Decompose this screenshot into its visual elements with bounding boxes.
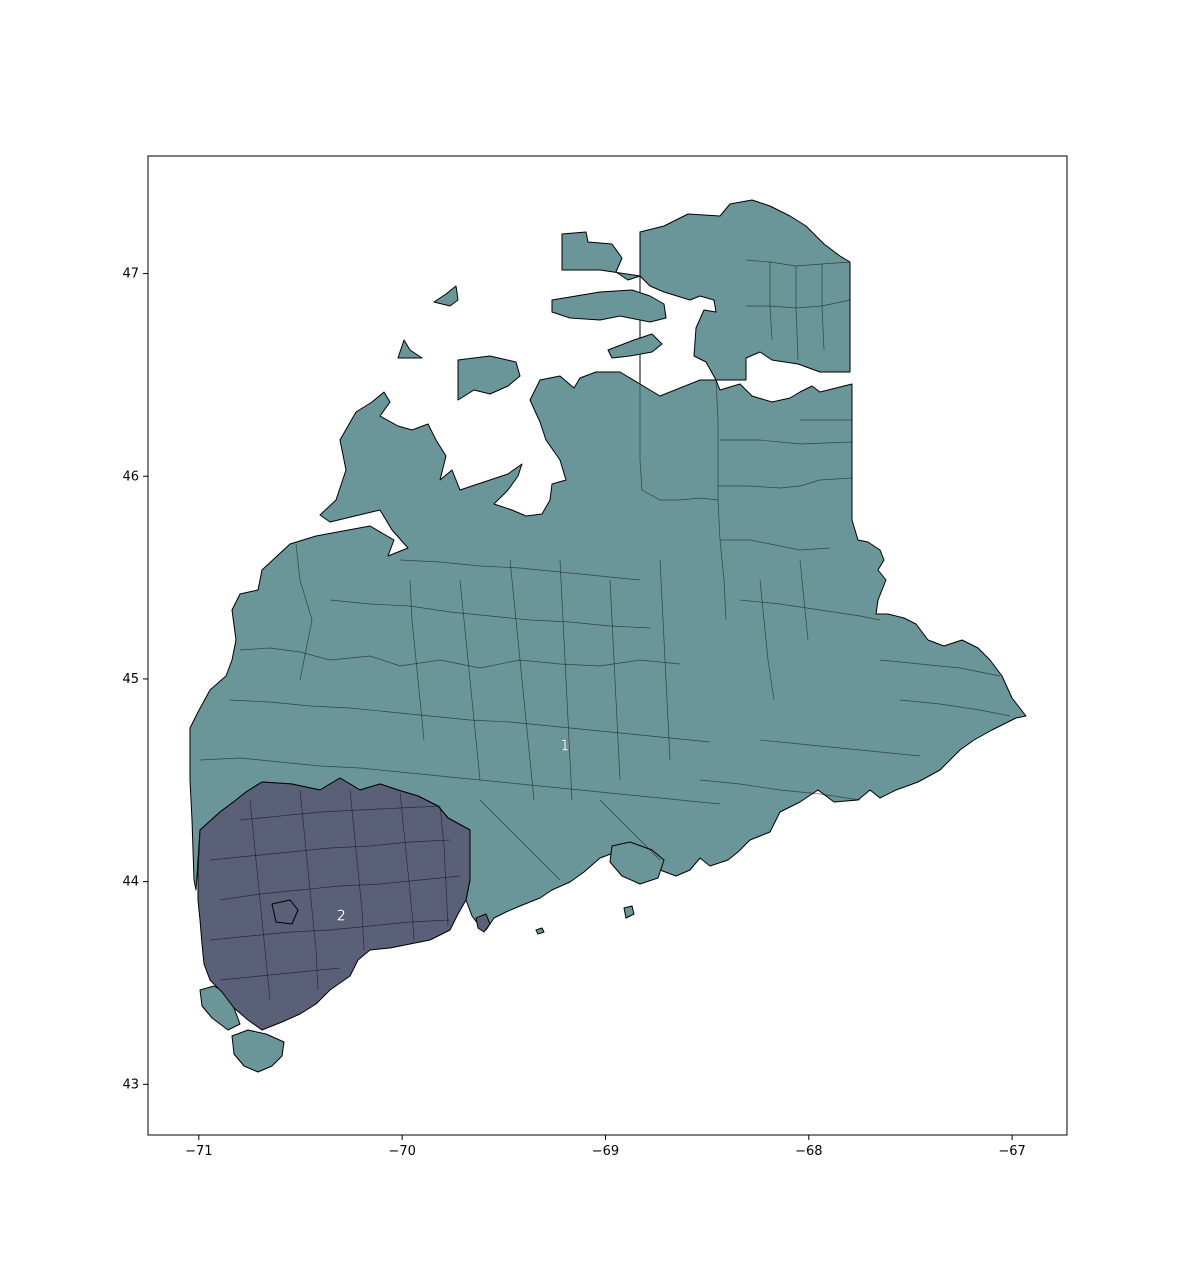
district-label-1: 1 (560, 736, 570, 754)
x-axis: −71 −70 −69 −68 −67 (185, 1135, 1026, 1159)
plot-frame (147, 155, 1068, 1136)
y-tick-label: 47 (122, 267, 139, 282)
y-tick-label: 46 (122, 469, 139, 484)
y-tick-label: 44 (122, 875, 139, 890)
x-tick-label: −68 (795, 1144, 822, 1159)
y-tick-label: 43 (122, 1077, 139, 1092)
y-axis: 43 44 45 46 47 (122, 267, 148, 1092)
district-label-2: 2 (336, 907, 346, 925)
district-1-region (189, 199, 1027, 1073)
y-tick-label: 45 (122, 672, 139, 687)
district-2-region (197, 777, 491, 1031)
x-tick-label: −70 (388, 1144, 415, 1159)
township-boundaries (199, 259, 1011, 1001)
x-tick-label: −71 (185, 1144, 212, 1159)
x-tick-label: −67 (998, 1144, 1025, 1159)
x-tick-label: −69 (592, 1144, 619, 1159)
